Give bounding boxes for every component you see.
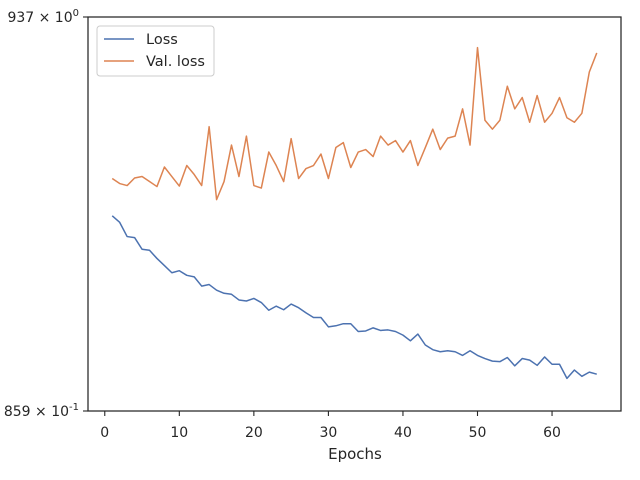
y-tick-label: 859 × 10-1 <box>4 402 79 420</box>
x-tick-label: 40 <box>394 425 412 441</box>
x-axis-label: Epochs <box>328 445 382 463</box>
plot-frame <box>87 16 622 412</box>
legend-label-loss: Loss <box>146 32 178 48</box>
x-tick-label: 50 <box>469 425 487 441</box>
series-layer <box>111 46 598 380</box>
series-line-val-loss <box>111 46 598 201</box>
x-tick-label: 20 <box>245 425 263 441</box>
x-tick-label: 30 <box>319 425 337 441</box>
y-axis: 937 × 100 859 × 10-1 <box>4 8 88 420</box>
legend: Loss Val. loss <box>96 25 215 77</box>
x-tick-label: 0 <box>100 425 109 441</box>
x-tick-label: 10 <box>170 425 188 441</box>
legend-label-val-loss: Val. loss <box>146 54 205 70</box>
x-axis: 0 10 20 30 40 50 60 <box>100 411 561 441</box>
series-line-loss <box>111 215 597 380</box>
x-tick-label: 60 <box>543 425 561 441</box>
y-tick-label: 937 × 100 <box>7 8 79 26</box>
